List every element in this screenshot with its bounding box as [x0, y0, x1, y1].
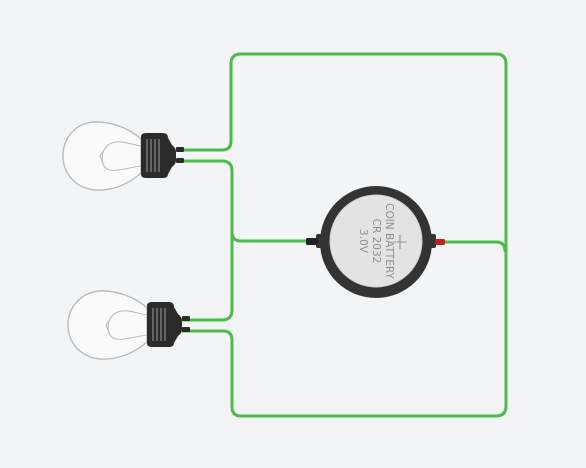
wire-battery-negative[interactable]: [230, 230, 311, 243]
wire-bulbs-parallel[interactable]: [181, 159, 234, 322]
plus-symbol: +: [391, 230, 409, 255]
coin-battery[interactable]: COIN BATTERY CR 2032 3.0V +: [306, 186, 445, 298]
bulb-socket: [141, 133, 184, 178]
negative-terminal[interactable]: [306, 238, 318, 245]
battery-face: [330, 195, 422, 287]
light-bulb-icon: [62, 121, 142, 191]
light-bulb-1[interactable]: [62, 121, 184, 191]
positive-terminal[interactable]: [435, 239, 445, 245]
battery-label-line1: COIN BATTERY: [383, 203, 395, 279]
wire-loop[interactable]: [181, 52, 508, 418]
bulb-socket: [147, 302, 190, 347]
wires: [181, 52, 508, 418]
coin-cell-battery-icon: COIN BATTERY CR 2032 3.0V +: [306, 186, 445, 298]
battery-label-line3: 3.0V: [357, 229, 369, 254]
light-bulb-icon: [67, 290, 148, 360]
wire-battery-positive[interactable]: [441, 240, 507, 253]
battery-clip-right: [424, 234, 436, 248]
battery-clip-left: [316, 234, 328, 248]
battery-label-line2: CR 2032: [370, 219, 382, 264]
light-bulb-2[interactable]: [67, 290, 190, 360]
